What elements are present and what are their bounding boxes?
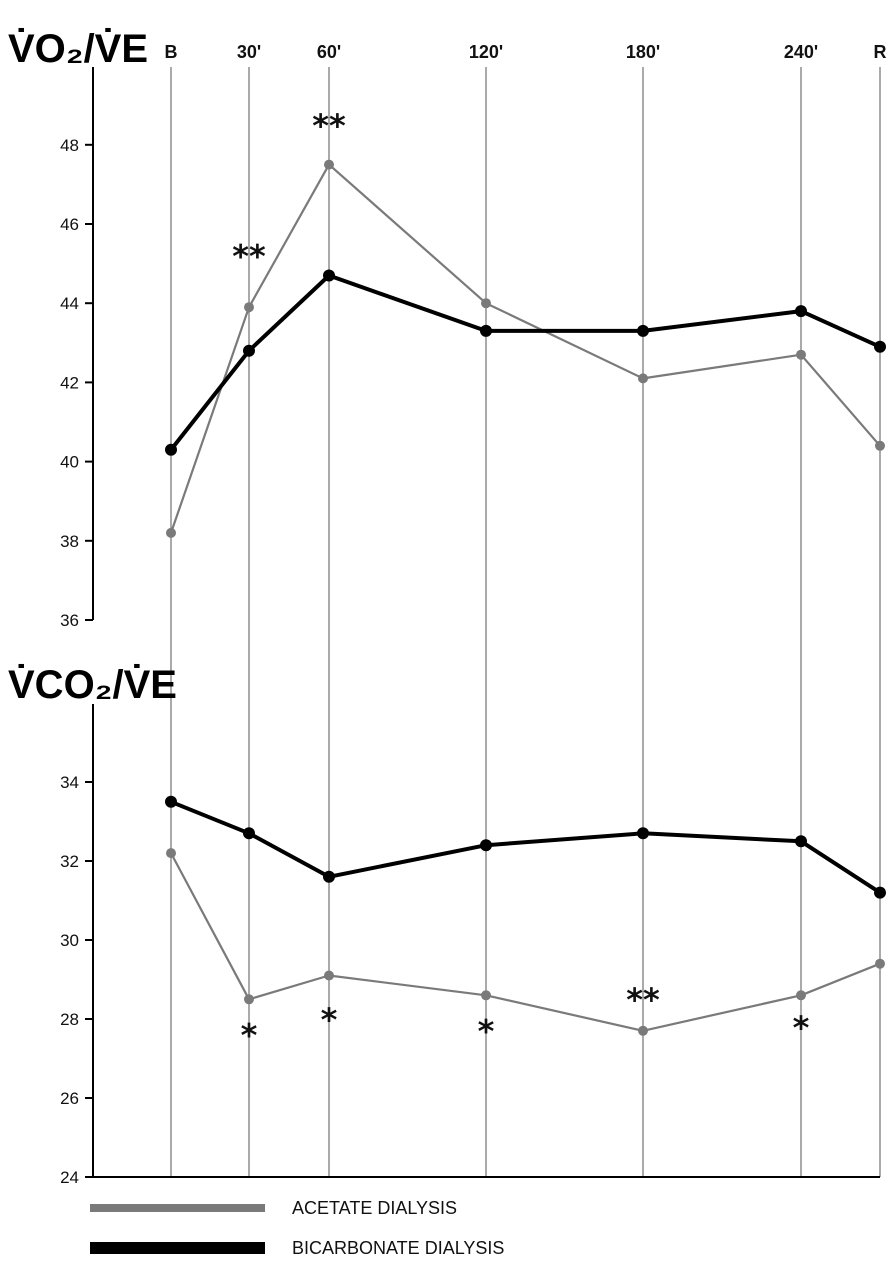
legend-label: BICARBONATE DIALYSIS xyxy=(292,1238,504,1258)
legend-swatch-bicarbonate-dialysis xyxy=(90,1242,265,1254)
significance-marker: ** xyxy=(232,238,266,276)
x-tick-label: 180' xyxy=(626,42,660,62)
y-axes xyxy=(85,67,880,1178)
data-point-acetate-dialysis xyxy=(481,990,491,1001)
data-point-acetate-dialysis xyxy=(638,373,648,384)
data-point-acetate-dialysis xyxy=(324,970,334,981)
significance-marker: * xyxy=(793,1009,810,1047)
legend-label: ACETATE DIALYSIS xyxy=(292,1198,457,1218)
data-point-acetate-dialysis xyxy=(638,1025,648,1036)
y-tick-label: 44 xyxy=(60,294,79,313)
x-tick-label: 120' xyxy=(469,42,503,62)
y-tick-label: 34 xyxy=(60,773,79,792)
series-line-bicarbonate-dialysis xyxy=(170,799,882,895)
data-series xyxy=(165,159,886,1036)
data-point-acetate-dialysis xyxy=(166,848,176,859)
data-point-bicarbonate-dialysis xyxy=(165,443,177,456)
significance-marker: ** xyxy=(312,107,346,145)
x-tick-label: 30' xyxy=(237,42,261,62)
data-point-bicarbonate-dialysis xyxy=(874,886,886,899)
x-tick-label: B xyxy=(165,42,178,62)
time-gridlines xyxy=(170,67,881,1177)
data-point-bicarbonate-dialysis xyxy=(480,324,492,337)
series-line-bicarbonate-dialysis xyxy=(169,273,881,451)
data-point-bicarbonate-dialysis xyxy=(243,344,255,357)
legend: ACETATE DIALYSIS BICARBONATE DIALYSIS xyxy=(90,1198,504,1258)
panel-title: V̇CO₂/V̇E xyxy=(8,662,177,707)
data-point-bicarbonate-dialysis xyxy=(323,870,335,883)
data-point-bicarbonate-dialysis xyxy=(243,827,255,840)
y-tick-label: 38 xyxy=(60,532,79,551)
y-tick-label: 24 xyxy=(60,1168,79,1187)
significance-marker: * xyxy=(321,1001,338,1039)
data-point-bicarbonate-dialysis xyxy=(874,340,886,353)
data-point-acetate-dialysis xyxy=(324,159,334,170)
chart-labels: B 30' 60' 120' 180' 240' R 36 38 40 42 44 46 48 V̇O₂/V… xyxy=(8,26,887,1187)
y-tick-label: 26 xyxy=(60,1089,79,1108)
data-point-bicarbonate-dialysis xyxy=(795,835,807,848)
legend-swatch-acetate-dialysis xyxy=(90,1204,265,1212)
data-point-acetate-dialysis xyxy=(166,527,176,538)
series-line-acetate-dialysis xyxy=(169,163,881,534)
data-point-bicarbonate-dialysis xyxy=(637,827,649,840)
x-tick-label: R xyxy=(874,42,887,62)
data-point-bicarbonate-dialysis xyxy=(480,839,492,852)
data-point-bicarbonate-dialysis xyxy=(165,795,177,808)
data-point-acetate-dialysis xyxy=(875,440,885,451)
y-tick-label: 40 xyxy=(60,453,79,472)
y-tick-label: 36 xyxy=(60,611,79,630)
data-point-acetate-dialysis xyxy=(481,298,491,309)
y-tick-label: 28 xyxy=(60,1010,79,1029)
x-tick-label: 60' xyxy=(317,42,341,62)
y-tick-label: 30 xyxy=(60,931,79,950)
y-tick-label: 42 xyxy=(60,373,79,392)
series-line-acetate-dialysis xyxy=(170,852,881,1032)
x-tick-label: 240' xyxy=(784,42,818,62)
significance-marker: * xyxy=(478,1013,495,1051)
y-tick-label: 46 xyxy=(60,215,79,234)
data-point-bicarbonate-dialysis xyxy=(795,305,807,318)
data-point-acetate-dialysis xyxy=(244,994,254,1005)
data-point-bicarbonate-dialysis xyxy=(323,269,335,282)
data-point-acetate-dialysis xyxy=(796,990,806,1001)
data-point-bicarbonate-dialysis xyxy=(637,324,649,337)
data-point-acetate-dialysis xyxy=(796,349,806,360)
data-point-acetate-dialysis xyxy=(875,958,885,969)
data-point-acetate-dialysis xyxy=(244,302,254,313)
significance-marker: ** xyxy=(626,981,660,1019)
y-tick-label: 48 xyxy=(60,136,79,155)
significance-marker: * xyxy=(241,1017,258,1055)
y-tick-label: 32 xyxy=(60,852,79,871)
panel-title: V̇O₂/V̇E xyxy=(8,26,148,71)
